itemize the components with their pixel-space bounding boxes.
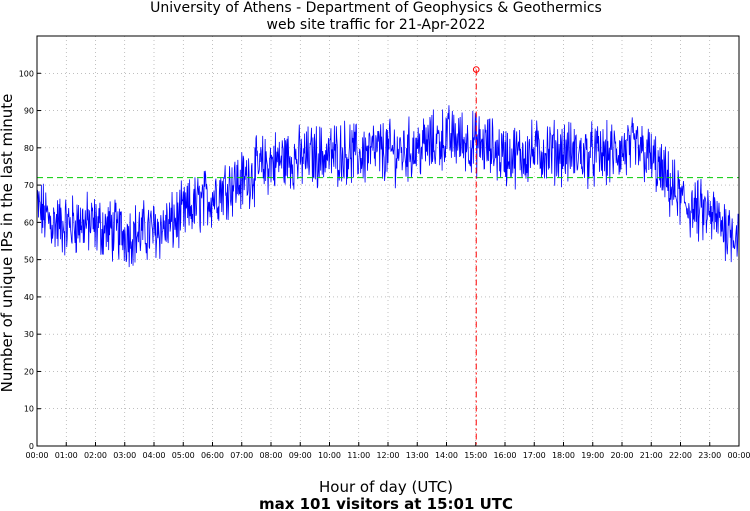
y-axis-label: Number of unique IPs in the last minute — [0, 94, 16, 393]
x-tick-label: 02:00 — [84, 451, 107, 460]
y-tick-label: 80 — [24, 144, 34, 153]
x-tick-label: 17:00 — [523, 451, 546, 460]
chart-title: University of Athens - Department of Geo… — [150, 0, 602, 16]
x-tick-label: 11:00 — [347, 451, 370, 460]
x-tick-label: 03:00 — [113, 451, 136, 460]
x-axis-ticks: 00:00 01:00 02:00 03:00 04:00 05:00 06:00 07:00… — [25, 442, 750, 460]
y-tick-label: 20 — [24, 367, 34, 376]
y-tick-label: 40 — [24, 293, 34, 302]
x-tick-label: 12:00 — [376, 451, 399, 460]
x-tick-label: 01:00 — [55, 451, 78, 460]
x-tick-label: 06:00 — [201, 451, 224, 460]
grid-lines — [37, 36, 739, 446]
x-tick-label: 21:00 — [640, 451, 663, 460]
x-tick-label: 05:00 — [172, 451, 195, 460]
x-tick-label: 09:00 — [289, 451, 312, 460]
x-tick-label: 16:00 — [493, 451, 516, 460]
y-tick-label: 90 — [24, 107, 34, 116]
x-tick-label: 18:00 — [552, 451, 575, 460]
chart-footer: max 101 visitors at 15:01 UTC — [259, 495, 513, 511]
max-marker-point — [472, 66, 480, 73]
y-tick-label: 10 — [24, 405, 34, 414]
y-tick-label: 70 — [24, 181, 34, 190]
x-tick-label: 00:00 — [25, 451, 48, 460]
x-tick-label: 20:00 — [610, 451, 633, 460]
y-tick-label: 100 — [19, 69, 34, 78]
y-axis-ticks: 0 10 20 30 40 50 60 70 80 90 100 — [19, 69, 41, 451]
y-tick-label: 60 — [24, 218, 34, 227]
x-tick-label: 10:00 — [318, 451, 341, 460]
x-tick-label: 15:00 — [464, 451, 487, 460]
x-tick-label: 08:00 — [259, 451, 282, 460]
y-tick-label: 50 — [24, 256, 34, 265]
x-tick-label: 14:00 — [435, 451, 458, 460]
x-tick-label: 04:00 — [142, 451, 165, 460]
x-axis-label: Hour of day (UTC) — [319, 478, 453, 496]
x-tick-label: 00:00 — [727, 451, 750, 460]
y-tick-label: 30 — [24, 330, 34, 339]
x-tick-label: 23:00 — [698, 451, 721, 460]
y-tick-label: 0 — [29, 442, 34, 451]
chart-subtitle: web site traffic for 21-Apr-2022 — [267, 17, 486, 33]
x-tick-label: 13:00 — [406, 451, 429, 460]
plot-frame — [36, 35, 740, 447]
x-tick-label: 19:00 — [581, 451, 604, 460]
x-tick-label: 22:00 — [669, 451, 692, 460]
traffic-series-line — [36, 105, 740, 268]
x-tick-label: 07:00 — [230, 451, 253, 460]
